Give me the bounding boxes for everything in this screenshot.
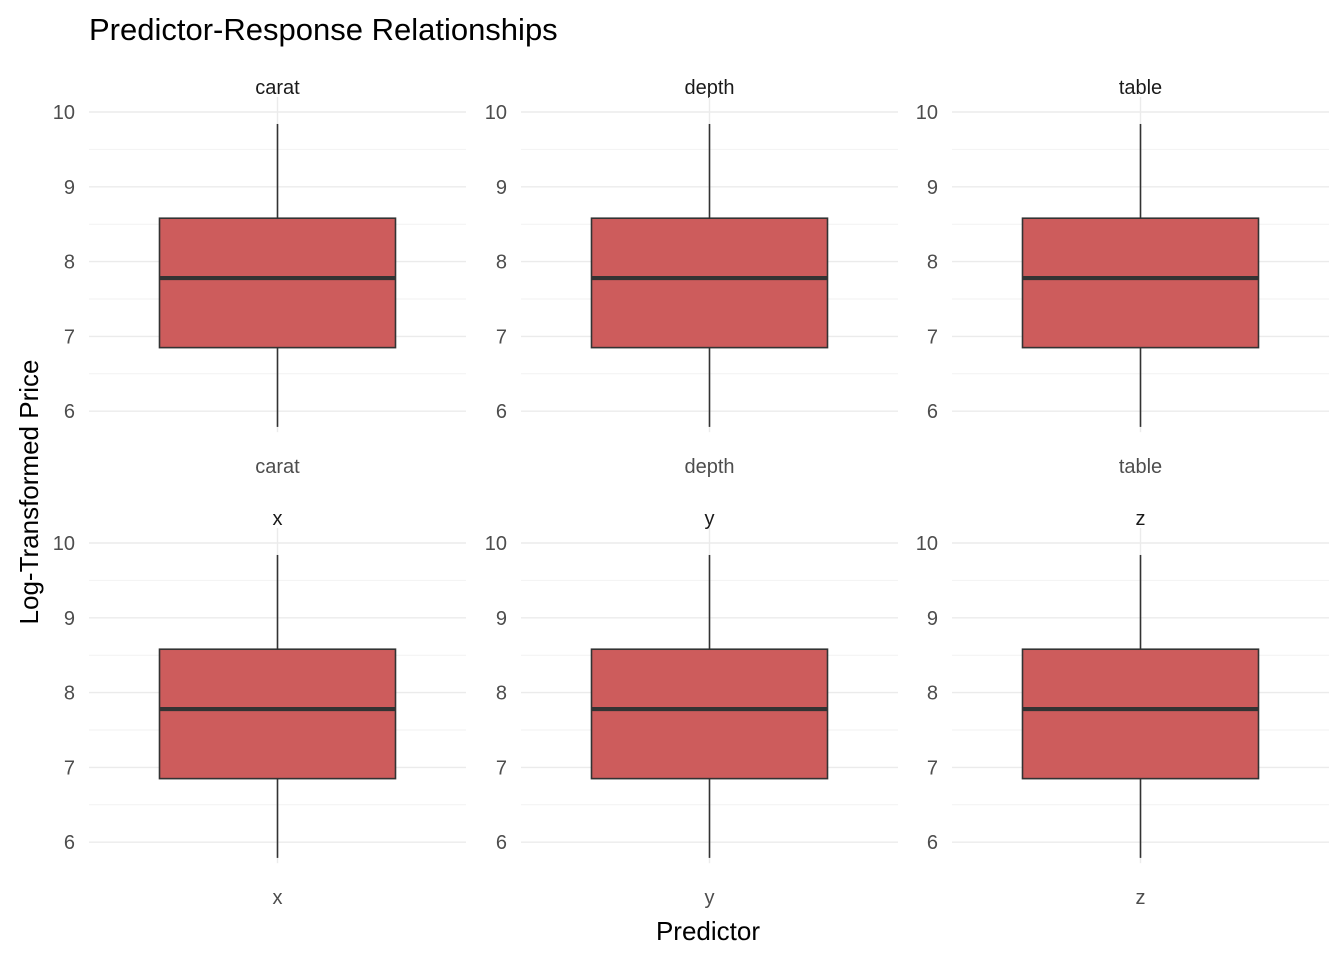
x-tick-label: carat xyxy=(255,456,300,478)
chart-title: Predictor-Response Relationships xyxy=(89,12,558,47)
box-iqr xyxy=(590,217,829,349)
y-tick-label: 10 xyxy=(916,102,938,124)
y-tick-label: 10 xyxy=(485,533,507,555)
y-tick-label: 9 xyxy=(64,177,75,199)
y-tick-label: 8 xyxy=(496,252,507,274)
x-tick-label: x xyxy=(273,887,283,909)
y-axis-title: Log-Transformed Price xyxy=(14,360,44,625)
facet-panel-y: y 6 7 8 9 10 y xyxy=(485,508,898,909)
strip-label: carat xyxy=(255,77,300,99)
y-tick-label: 7 xyxy=(496,757,507,779)
y-tick-label: 9 xyxy=(496,177,507,199)
y-tick-label: 9 xyxy=(64,608,75,630)
y-tick-label: 6 xyxy=(496,832,507,854)
y-tick-label: 10 xyxy=(53,533,75,555)
y-tick-label: 7 xyxy=(927,326,938,348)
box-iqr xyxy=(158,217,397,349)
facet-panel-x: x 6 7 8 9 10 x xyxy=(53,508,466,909)
box-iqr xyxy=(1021,217,1260,349)
y-tick-label: 9 xyxy=(927,608,938,630)
y-tick-label: 6 xyxy=(927,832,938,854)
box-iqr xyxy=(590,648,829,780)
y-tick-label: 8 xyxy=(927,252,938,274)
facet-panels: carat 6 7 8 9 10 carat depth 6 7 8 9 10 depth table 6 7 8… xyxy=(53,77,1329,909)
y-tick-label: 8 xyxy=(496,683,507,705)
y-tick-label: 8 xyxy=(64,683,75,705)
x-tick-label: z xyxy=(1136,887,1146,909)
strip-label: z xyxy=(1136,508,1146,530)
facet-panel-z: z 6 7 8 9 10 z xyxy=(916,508,1329,909)
strip-label: y xyxy=(705,508,715,530)
y-tick-label: 9 xyxy=(927,177,938,199)
facet-panel-carat: carat 6 7 8 9 10 carat xyxy=(53,77,466,478)
x-tick-label: depth xyxy=(684,456,734,478)
y-tick-label: 7 xyxy=(927,757,938,779)
y-tick-label: 10 xyxy=(485,102,507,124)
y-tick-label: 6 xyxy=(64,401,75,423)
strip-label: table xyxy=(1119,77,1162,99)
y-tick-label: 7 xyxy=(64,757,75,779)
x-tick-label: y xyxy=(705,887,715,909)
y-tick-label: 10 xyxy=(916,533,938,555)
strip-label: depth xyxy=(684,77,734,99)
y-tick-label: 9 xyxy=(496,608,507,630)
y-tick-label: 6 xyxy=(927,401,938,423)
y-tick-label: 8 xyxy=(927,683,938,705)
x-tick-label: table xyxy=(1119,456,1162,478)
y-tick-label: 7 xyxy=(496,326,507,348)
box-iqr xyxy=(158,648,397,780)
x-axis-title: Predictor xyxy=(656,916,760,946)
y-tick-label: 10 xyxy=(53,102,75,124)
facet-panel-table: table 6 7 8 9 10 table xyxy=(916,77,1329,478)
y-tick-label: 6 xyxy=(64,832,75,854)
box-iqr xyxy=(1021,648,1260,780)
strip-label: x xyxy=(273,508,283,530)
y-tick-label: 8 xyxy=(64,252,75,274)
y-tick-label: 6 xyxy=(496,401,507,423)
y-tick-label: 7 xyxy=(64,326,75,348)
facet-panel-depth: depth 6 7 8 9 10 depth xyxy=(485,77,898,478)
